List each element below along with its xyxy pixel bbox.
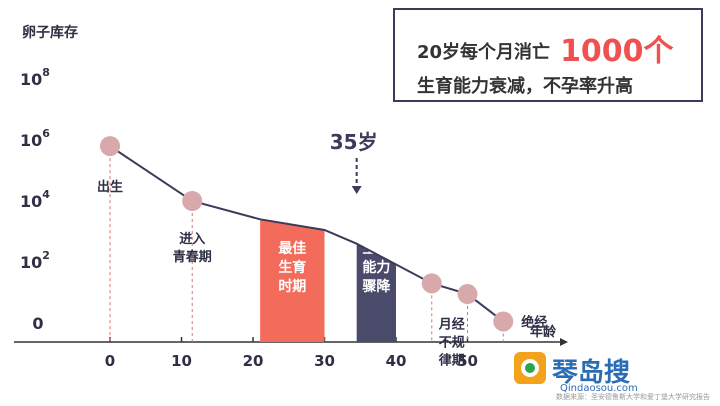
point-label: 不规 bbox=[439, 335, 465, 350]
info-box: 20岁每个月消亡 1000个 生育能力衰减，不孕率升高 bbox=[393, 8, 703, 102]
annotation-arrow-head bbox=[351, 186, 362, 194]
data-point bbox=[421, 273, 442, 294]
band-label: 时期 bbox=[278, 278, 306, 295]
source-note: 数据来源：圣安德鲁斯大学和爱丁堡大学研究报告 bbox=[556, 393, 710, 401]
x-tick-label: 30 bbox=[314, 352, 335, 370]
point-label: 月经 bbox=[438, 316, 465, 332]
watermark-logo-icon bbox=[514, 352, 546, 384]
band-label: 骤降 bbox=[362, 278, 391, 295]
info-line2: 生育能力衰减，不孕率升高 bbox=[417, 76, 633, 97]
y-tick-label: 108 bbox=[20, 66, 50, 89]
point-label: 律期 bbox=[439, 352, 465, 368]
watermark-url: Qindaosou.com bbox=[560, 383, 638, 394]
band-label: 生育 bbox=[362, 240, 390, 257]
point-label: 进入 bbox=[179, 232, 205, 247]
info-line1: 20岁每个月消亡 1000个 bbox=[417, 26, 674, 70]
x-tick-label: 10 bbox=[171, 352, 192, 370]
chart-band bbox=[260, 219, 325, 342]
x-axis-title: 年龄 bbox=[530, 324, 557, 340]
data-point bbox=[457, 284, 478, 305]
point-label: 绝经 bbox=[521, 314, 547, 330]
data-point bbox=[493, 311, 514, 332]
y-axis-label: 卵子库存 bbox=[22, 25, 78, 41]
x-axis-arrow bbox=[560, 338, 568, 346]
info-line1-prefix: 20岁每个月消亡 bbox=[417, 42, 551, 63]
band-label: 最佳 bbox=[278, 240, 306, 257]
y-tick-label: 106 bbox=[20, 127, 50, 150]
watermark-name: 琴岛搜 bbox=[552, 358, 631, 388]
data-point bbox=[100, 136, 120, 157]
info-highlight: 1000个 bbox=[560, 34, 674, 69]
data-point bbox=[182, 191, 203, 211]
band-label: 生育 bbox=[278, 259, 306, 276]
point-label: 青春期 bbox=[173, 249, 212, 265]
x-tick-label: 50 bbox=[457, 352, 478, 370]
y-tick-label: 0 bbox=[32, 314, 43, 333]
x-tick-label: 40 bbox=[386, 352, 407, 370]
y-tick-label: 104 bbox=[20, 188, 50, 211]
band-label: 能力 bbox=[362, 259, 390, 276]
x-tick-label: 0 bbox=[105, 352, 115, 370]
chart-band bbox=[356, 243, 396, 342]
point-label: 出生 bbox=[97, 179, 123, 195]
annotation-label: 35岁 bbox=[330, 130, 378, 154]
y-tick-label: 102 bbox=[20, 249, 50, 272]
x-tick-label: 20 bbox=[243, 352, 264, 370]
